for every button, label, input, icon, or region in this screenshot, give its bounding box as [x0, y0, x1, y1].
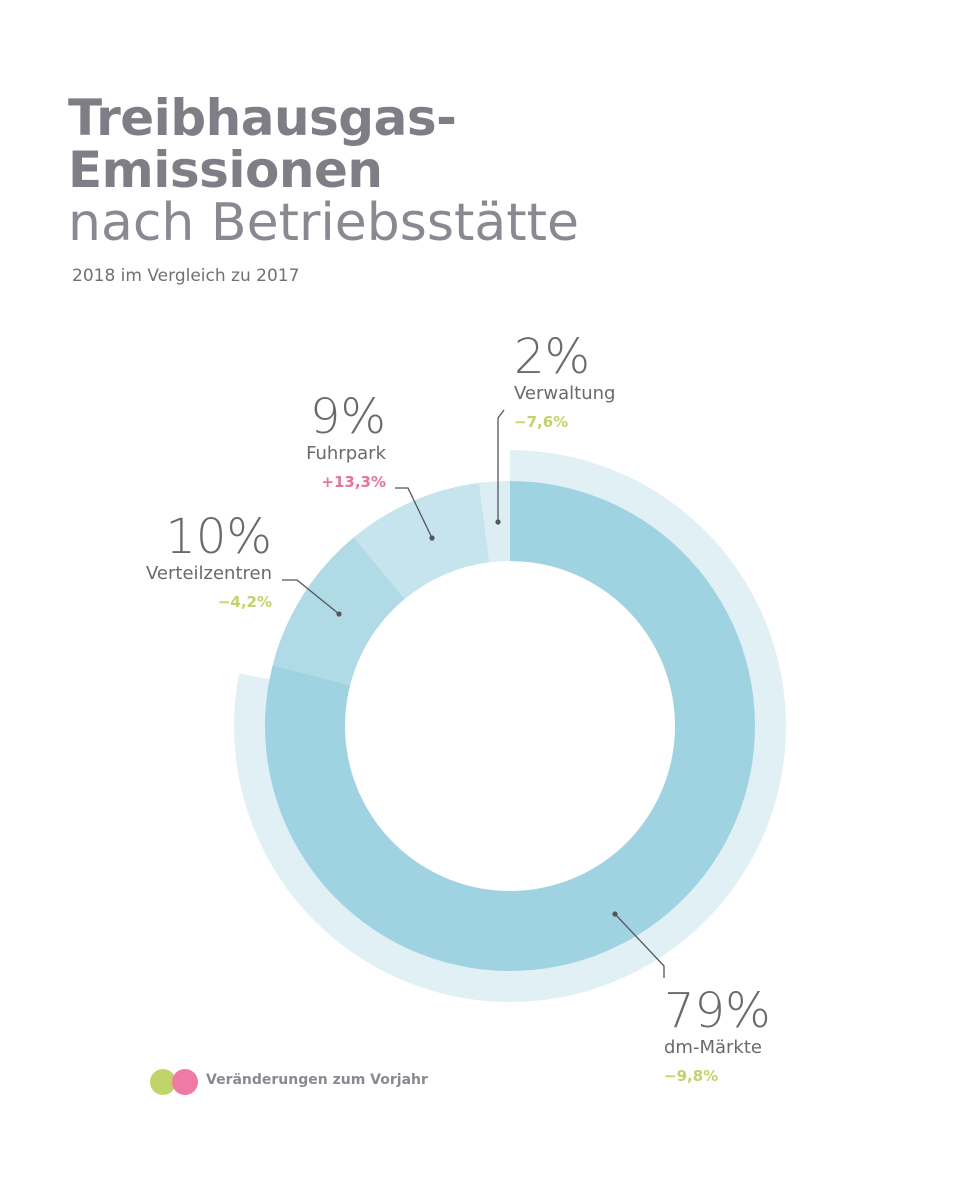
- donut-segment-verwaltung: [479, 481, 510, 563]
- change-value: −9,8%: [664, 1067, 719, 1085]
- leader-line-verwaltung: [497, 409, 505, 522]
- leader-line-verteilzentren: [282, 579, 340, 615]
- share-value: 10%: [165, 509, 272, 565]
- segment-name: dm-Märkte: [664, 1037, 762, 1058]
- segment-name: Verteilzentren: [146, 563, 272, 584]
- donut-segment-verteilzentren: [272, 537, 405, 685]
- subtitle: 2018 im Vergleich zu 2017: [72, 266, 300, 286]
- title-line-2: Emissionen: [68, 141, 383, 199]
- share-value: 9%: [309, 389, 386, 445]
- change-value: +13,3%: [321, 473, 386, 491]
- label-dm-maerkte: 79% dm-Märkte −9,8%: [664, 986, 771, 1088]
- legend-increase-dot-icon: [172, 1069, 198, 1095]
- donut-segment-dmmrkte: [264, 481, 755, 971]
- legend-decrease-dot-icon: [150, 1069, 176, 1095]
- leader-line-dm-maerkte: [614, 913, 665, 978]
- segment-name: Verwaltung: [514, 383, 616, 404]
- label-fuhrpark: 9% Fuhrpark +13,3%: [286, 392, 386, 494]
- donut-rings: [234, 450, 787, 1002]
- label-verwaltung: 2% Verwaltung −7,6%: [514, 332, 615, 434]
- leader-lines: [282, 409, 665, 978]
- legend-label: Veränderungen zum Vorjahr: [206, 1072, 428, 1088]
- share-value: 79%: [664, 983, 771, 1039]
- change-value: −7,6%: [514, 413, 569, 431]
- label-verteilzentren: 10% Verteilzentren −4,2%: [120, 512, 272, 614]
- leader-line-fuhrpark: [395, 487, 433, 539]
- segment-name: Fuhrpark: [306, 443, 386, 464]
- share-value: 2%: [514, 329, 591, 385]
- donut-segment-fuhrpark: [353, 482, 490, 599]
- change-value: −4,2%: [217, 593, 272, 611]
- title-line-3: nach Betriebsstätte: [68, 193, 579, 253]
- title-line-1: Treibhausgas-: [68, 89, 457, 147]
- page-title: Treibhausgas- Emissionen: [68, 89, 457, 199]
